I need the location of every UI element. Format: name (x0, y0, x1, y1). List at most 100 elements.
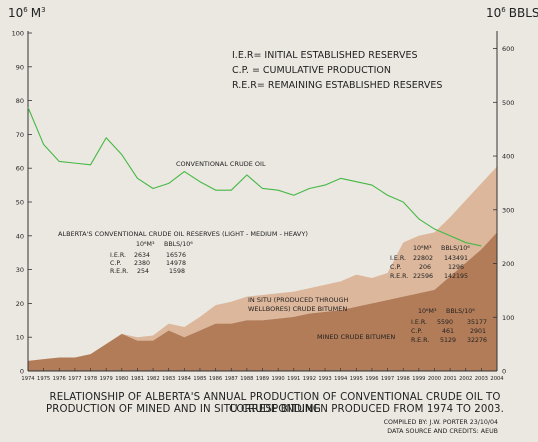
left-tick-label: 100 (12, 30, 24, 38)
reserves-title: ALBERTA'S CONVENTIONAL CRUDE OIL RESERVE… (58, 230, 308, 238)
right-tick-label: 300 (502, 206, 514, 214)
table-row-label: C.P. (411, 328, 422, 335)
definitions-legend: I.E.R= INITIAL ESTABLISHED RESERVES C.P.… (232, 50, 442, 91)
x-tick-label: 2001 (443, 376, 456, 382)
table-cell: 461 (442, 328, 454, 335)
table-cell: 14978 (166, 260, 186, 267)
mined-bitumen-area (28, 232, 497, 371)
left-tick-label: 70 (16, 131, 24, 139)
table-cell: 5590 (437, 319, 453, 326)
left-tick-label: 60 (16, 165, 24, 173)
definition-ier: I.E.R= INITIAL ESTABLISHED RESERVES (232, 50, 418, 61)
table-cell: 206 (419, 264, 431, 271)
crude-oil-label: CONVENTIONAL CRUDE OIL (176, 160, 266, 168)
x-tick-label: 2002 (459, 376, 472, 382)
table-cell: 2634 (134, 252, 150, 259)
right-tick-label: 400 (502, 153, 514, 161)
credit-compiled-by: COMPILED BY: J.W. PORTER 23/10/04 (383, 419, 498, 426)
axis-layer: 0 10 20 30 40 50 60 70 80 90 100 0 100 200 300 400 500 60… (12, 30, 515, 383)
table-row-label: R.E.R. (390, 273, 408, 280)
caption-line-1: RELATIONSHIP OF ALBERTA'S ANNUAL PRODUCT… (49, 392, 501, 415)
conventional-crude-oil-line (27, 107, 482, 247)
insitu-label-line1: IN SITU (PRODUCED THROUGH (248, 296, 349, 304)
x-tick-label: 1999 (412, 376, 425, 382)
right-tick-label: 500 (502, 99, 514, 107)
table-row-label: C.P. (390, 264, 401, 271)
table-row-label: R.E.R. (411, 337, 429, 344)
left-tick-label: 10 (16, 334, 24, 342)
x-tick-label: 1992 (303, 376, 316, 382)
table-cell: 35177 (467, 319, 487, 326)
mined-label: MINED CRUDE BITUMEN (317, 333, 395, 341)
table-cell: 22802 (413, 255, 433, 262)
table-row-label: R.E.R. (110, 268, 128, 275)
x-tick-label: 2004 (490, 376, 504, 382)
reserve-table-crude: 10⁶M³ BBLS/10⁶ I.E.R. 2634 16576 C.P. 23… (110, 241, 193, 275)
x-tick-label: 1991 (287, 376, 300, 382)
x-tick-label: 1989 (256, 376, 269, 382)
table-row-label: I.E.R. (110, 252, 126, 259)
left-axis-unit: 106 M3 (8, 6, 46, 20)
left-tick-label: 90 (16, 63, 24, 71)
x-tick-label: 1985 (193, 376, 206, 382)
table-cell: 22596 (413, 273, 433, 280)
table-cell: 1296 (448, 264, 464, 271)
definition-rer: R.E.R= REMAINING ESTABLISHED RESERVES (232, 80, 442, 91)
table-cell: 5129 (440, 337, 456, 344)
x-tick-label: 2000 (428, 376, 441, 382)
table-cell: 143491 (444, 255, 468, 262)
x-tick-label: 1978 (84, 376, 97, 382)
table-cell: 16576 (166, 252, 186, 259)
x-tick-label: 1983 (162, 376, 175, 382)
x-tick-label: 1998 (397, 376, 410, 382)
right-tick-label: 200 (502, 260, 514, 268)
table-cell: 254 (137, 268, 149, 275)
table-cell: 1598 (169, 268, 185, 275)
insitu-bitumen-area (28, 166, 497, 361)
x-tick-label: 1979 (100, 376, 113, 382)
caption-line-2: PRODUCTION OF MINED AND IN SITU CRUDE BI… (46, 404, 504, 415)
left-tick-label: 20 (16, 300, 24, 308)
table-unit-1: 10⁶M³ (413, 245, 432, 252)
right-tick-label: 100 (502, 314, 514, 322)
insitu-label-line2: WELLBORES) CRUDE BITUMEN (248, 305, 347, 313)
left-tick-label: 0 (20, 368, 24, 376)
x-tick-label: 1990 (272, 376, 285, 382)
table-unit-2: BBLS/10⁶ (446, 308, 475, 315)
x-tick-label: 1988 (240, 376, 253, 382)
table-row-label: I.E.R. (390, 255, 406, 262)
x-tick-label: 1982 (146, 376, 159, 382)
definition-cp: C.P. = CUMULATIVE PRODUCTION (232, 65, 391, 76)
right-tick-label: 600 (502, 45, 514, 53)
x-tick-label: 1994 (334, 376, 348, 382)
table-cell: 2380 (134, 260, 150, 267)
table-row-label: I.E.R. (411, 319, 427, 326)
x-tick-label: 1993 (318, 376, 331, 382)
x-tick-label: 1980 (115, 376, 128, 382)
x-tick-label: 1996 (365, 376, 378, 382)
x-tick-label: 1984 (178, 376, 192, 382)
x-tick-label: 1975 (37, 376, 50, 382)
credit-data-source: DATA SOURCE AND CREDITS: AEUB (387, 428, 498, 435)
table-unit-1: 10⁶M³ (418, 308, 437, 315)
area-layer (28, 166, 497, 371)
x-tick-label: 1997 (381, 376, 394, 382)
x-tick-label: 1981 (131, 376, 144, 382)
reserve-table-mined: 10⁶M³ BBLS/10⁶ I.E.R. 5590 35177 C.P. 46… (411, 308, 487, 344)
x-tick-label: 1974 (21, 376, 35, 382)
x-tick-label: 1976 (53, 376, 66, 382)
table-cell: 32276 (467, 337, 487, 344)
table-cell: 142195 (444, 273, 468, 280)
x-tick-label: 1995 (350, 376, 363, 382)
x-tick-label: 2003 (475, 376, 488, 382)
reserve-table-insitu: 10⁶M³ BBLS/10⁶ I.E.R. 22802 143491 C.P. … (390, 245, 470, 280)
table-unit-2: BBLS/10⁶ (164, 241, 193, 248)
left-tick-label: 40 (16, 232, 24, 240)
x-tick-label: 1987 (225, 376, 238, 382)
left-tick-label: 30 (16, 266, 24, 274)
x-tick-label: 1986 (209, 376, 222, 382)
left-tick-label: 80 (16, 97, 24, 105)
right-axis-unit: 106 BBLS (486, 6, 538, 20)
table-cell: 2901 (470, 328, 486, 335)
